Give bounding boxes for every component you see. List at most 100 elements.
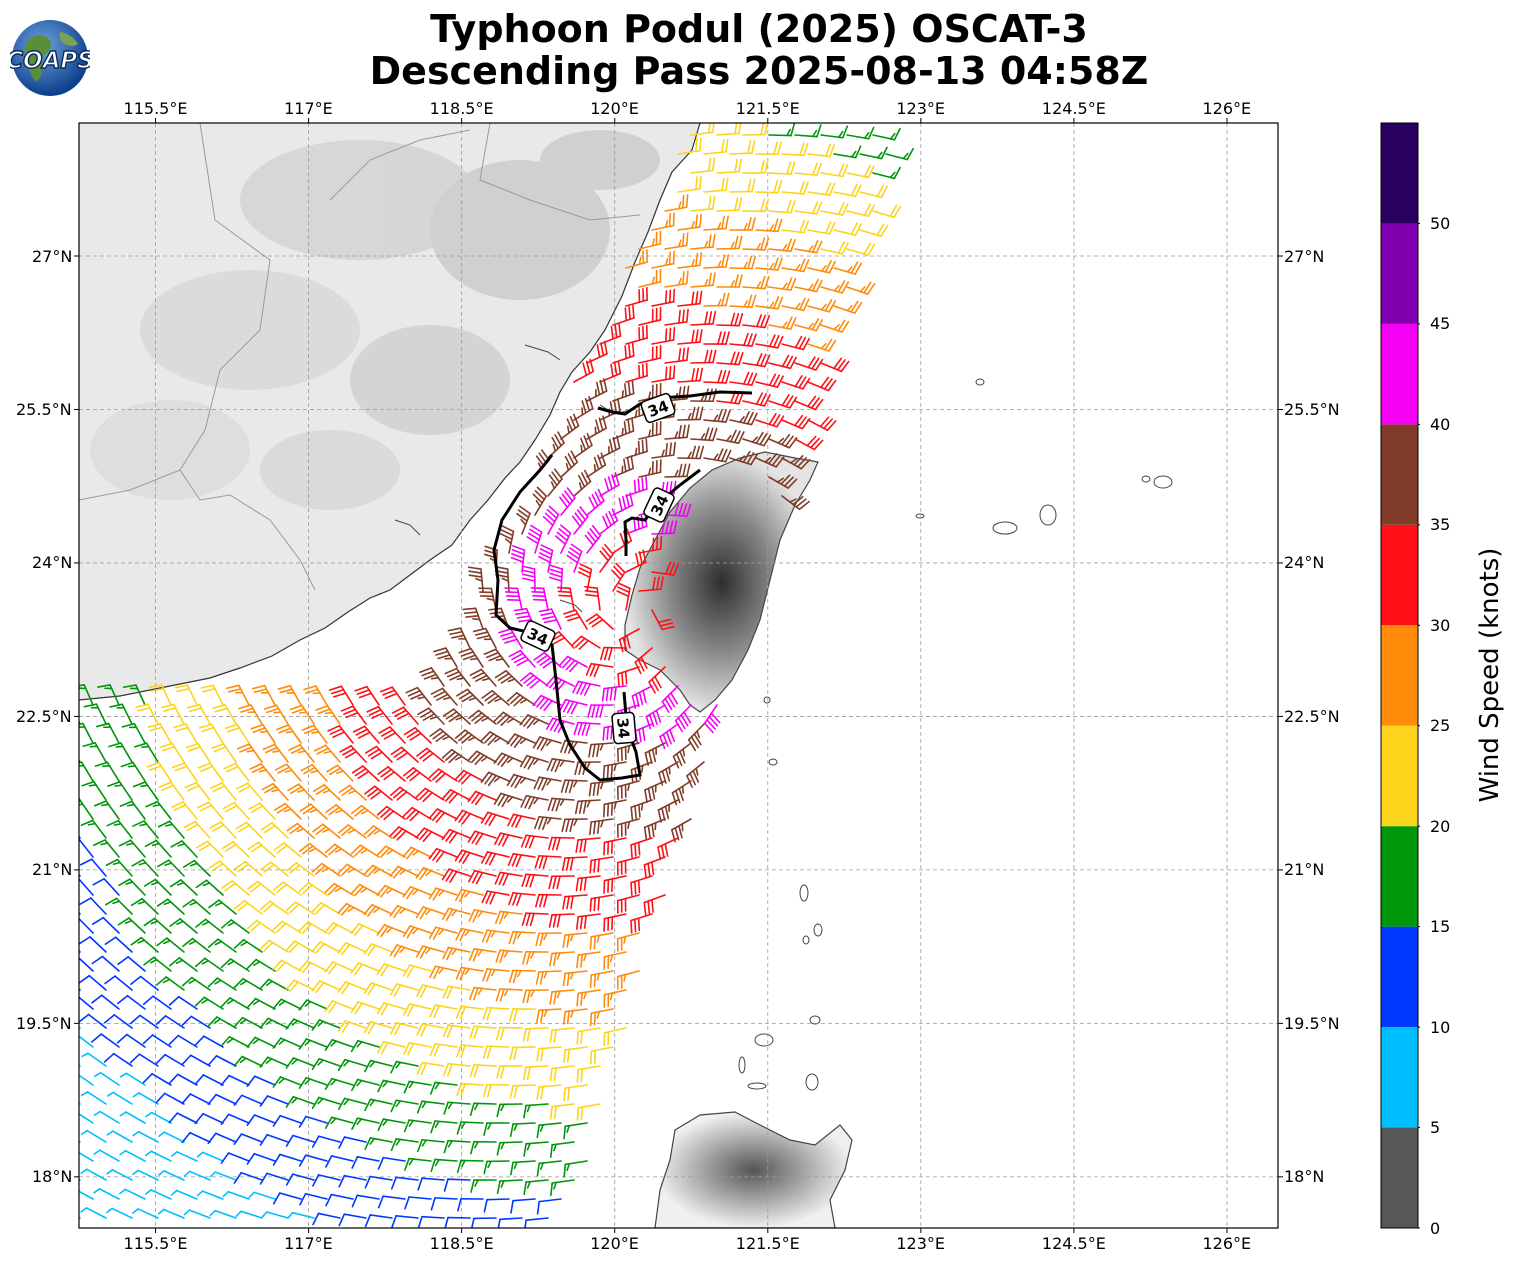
wind-barb xyxy=(145,800,172,820)
wind-barb xyxy=(259,978,289,991)
wind-barb xyxy=(729,411,758,426)
wind-barb xyxy=(351,1155,380,1169)
wind-barb xyxy=(246,1152,276,1165)
wind-barb xyxy=(338,1174,367,1188)
wind-barb xyxy=(456,1044,484,1058)
wind-barb xyxy=(402,767,432,782)
wind-barb xyxy=(272,881,302,896)
wind-barb xyxy=(79,1074,94,1086)
wind-barb xyxy=(259,1017,289,1029)
wind-barb xyxy=(350,962,380,976)
wind-barb xyxy=(589,894,614,912)
wind-barb xyxy=(403,727,432,744)
wind-barb xyxy=(93,800,120,820)
wind-barb xyxy=(233,1016,263,1029)
wind-barb xyxy=(119,1072,146,1086)
wind-barb xyxy=(495,988,523,1002)
wind-barb xyxy=(106,1207,133,1219)
wind-barb xyxy=(612,342,635,364)
wind-barb xyxy=(259,939,289,953)
wind-barb xyxy=(207,1055,237,1067)
wind-barb xyxy=(510,1160,536,1176)
wind-barb xyxy=(519,672,549,689)
wind-barb xyxy=(630,875,653,896)
colorbar-band xyxy=(1381,424,1418,525)
wind-barb xyxy=(547,468,563,497)
wind-barb xyxy=(742,392,771,407)
lat-label-right: 21°N xyxy=(1284,860,1325,880)
wind-barb xyxy=(493,752,523,768)
wind-barb xyxy=(755,295,784,310)
wind-barb xyxy=(79,988,81,991)
wind-barb xyxy=(508,969,536,984)
wind-barb xyxy=(416,1061,445,1076)
wind-barb xyxy=(630,799,653,821)
wind-barb xyxy=(742,353,771,368)
wind-barb xyxy=(79,1216,81,1219)
wind-barb xyxy=(196,1190,224,1200)
wind-barb xyxy=(197,762,224,782)
wind-barb xyxy=(617,666,640,688)
wind-barb xyxy=(616,932,640,952)
lat-label-right: 19.5°N xyxy=(1284,1013,1340,1033)
wind-barb xyxy=(168,1034,198,1048)
map-title-line-1: Typhoon Podul (2025) OSCAT-3 xyxy=(430,7,1088,51)
wind-barb xyxy=(549,1141,575,1158)
wind-barb xyxy=(376,963,406,977)
wind-barb xyxy=(616,856,640,876)
wind-barb xyxy=(573,721,601,736)
wind-barb xyxy=(483,1083,510,1098)
wind-barb xyxy=(599,543,614,573)
wind-barb xyxy=(157,1208,185,1219)
wind-barb xyxy=(80,819,107,839)
wind-barb xyxy=(603,913,627,932)
wind-barb xyxy=(104,936,133,953)
contour-label: 34 xyxy=(520,620,556,652)
wind-barb xyxy=(337,1097,367,1111)
wind-barb xyxy=(207,938,237,953)
wind-barb xyxy=(95,722,120,744)
wind-barb xyxy=(807,376,837,392)
wind-barb xyxy=(616,582,631,611)
wind-barb xyxy=(272,1037,302,1049)
wind-barb xyxy=(807,182,836,196)
wind-barb xyxy=(576,989,601,1007)
wind-barb xyxy=(456,688,484,706)
wind-barb xyxy=(495,1026,523,1041)
wind-barb xyxy=(108,742,133,763)
wind-barb xyxy=(403,1041,432,1056)
wind-barb xyxy=(586,415,607,440)
wind-barb xyxy=(169,879,198,896)
wind-barb xyxy=(496,1141,523,1156)
wind-barb xyxy=(81,1052,107,1067)
wind-barb xyxy=(194,996,224,1010)
wind-barb xyxy=(148,684,172,706)
wind-barb xyxy=(105,858,133,877)
wind-barb xyxy=(677,290,703,307)
wind-barb xyxy=(807,221,836,235)
wind-barb xyxy=(338,1213,367,1227)
wind-barb xyxy=(251,684,276,706)
lon-label-bottom: 124.5°E xyxy=(1041,1233,1106,1253)
wind-barb xyxy=(155,1053,185,1067)
wind-barb xyxy=(781,297,810,312)
wind-barb xyxy=(442,708,471,725)
wind-barb xyxy=(132,781,159,801)
wind-barb xyxy=(644,742,666,766)
wind-barb xyxy=(417,1215,445,1228)
wind-barb xyxy=(535,932,562,947)
wind-barb xyxy=(200,684,224,706)
wind-barb xyxy=(428,926,458,940)
wind-barb xyxy=(442,985,471,1000)
wind-barb xyxy=(428,847,458,863)
colorbar-tick-label: 20 xyxy=(1430,816,1451,836)
wind-barb xyxy=(833,222,862,236)
wind-barb xyxy=(106,819,133,839)
wind-barb xyxy=(246,1114,276,1126)
wind-barb xyxy=(170,1189,198,1200)
wind-barb xyxy=(664,270,689,288)
wind-barb xyxy=(118,878,146,896)
wind-barb xyxy=(480,771,510,787)
wind-barb xyxy=(208,899,237,915)
wind-barb xyxy=(563,1160,588,1178)
